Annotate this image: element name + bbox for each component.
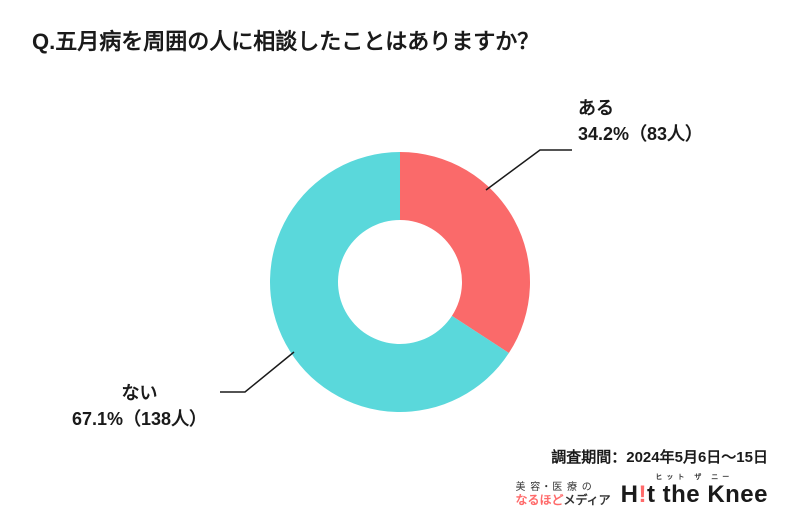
brand-tagline: 美 容・医 療 の なるほどメディア <box>515 482 610 507</box>
slice-label-no-line1: ない <box>72 380 207 406</box>
brand-tagline-rest: メディア <box>563 493 610 507</box>
brand-logo-pre: H <box>621 481 639 508</box>
brand-ruby: ヒット ザ ニー <box>621 472 768 482</box>
slice-label-yes-line2: 34.2%（83人） <box>578 121 703 147</box>
brand-tagline-accent: なるほど <box>515 493 563 507</box>
slice-label-no: ない 67.1%（138人） <box>72 380 207 432</box>
slice-label-yes: ある 34.2%（83人） <box>578 95 703 147</box>
leader-no <box>220 352 294 392</box>
slice-label-no-line2: 67.1%（138人） <box>72 406 207 432</box>
leader-yes <box>486 150 572 190</box>
survey-period: 調査期間：2024年5月6日〜15日 <box>551 446 768 467</box>
brand-logo-bang: ! <box>638 481 647 508</box>
brand-logo: ヒット ザ ニー H!t the Knee <box>621 481 768 509</box>
brand-tagline-l2: なるほどメディア <box>515 494 610 508</box>
slice-label-yes-line1: ある <box>578 95 703 121</box>
brand-logo-post: t the Knee <box>647 481 768 508</box>
brand-block: 美 容・医 療 の なるほどメディア ヒット ザ ニー H!t the Knee <box>515 481 768 509</box>
